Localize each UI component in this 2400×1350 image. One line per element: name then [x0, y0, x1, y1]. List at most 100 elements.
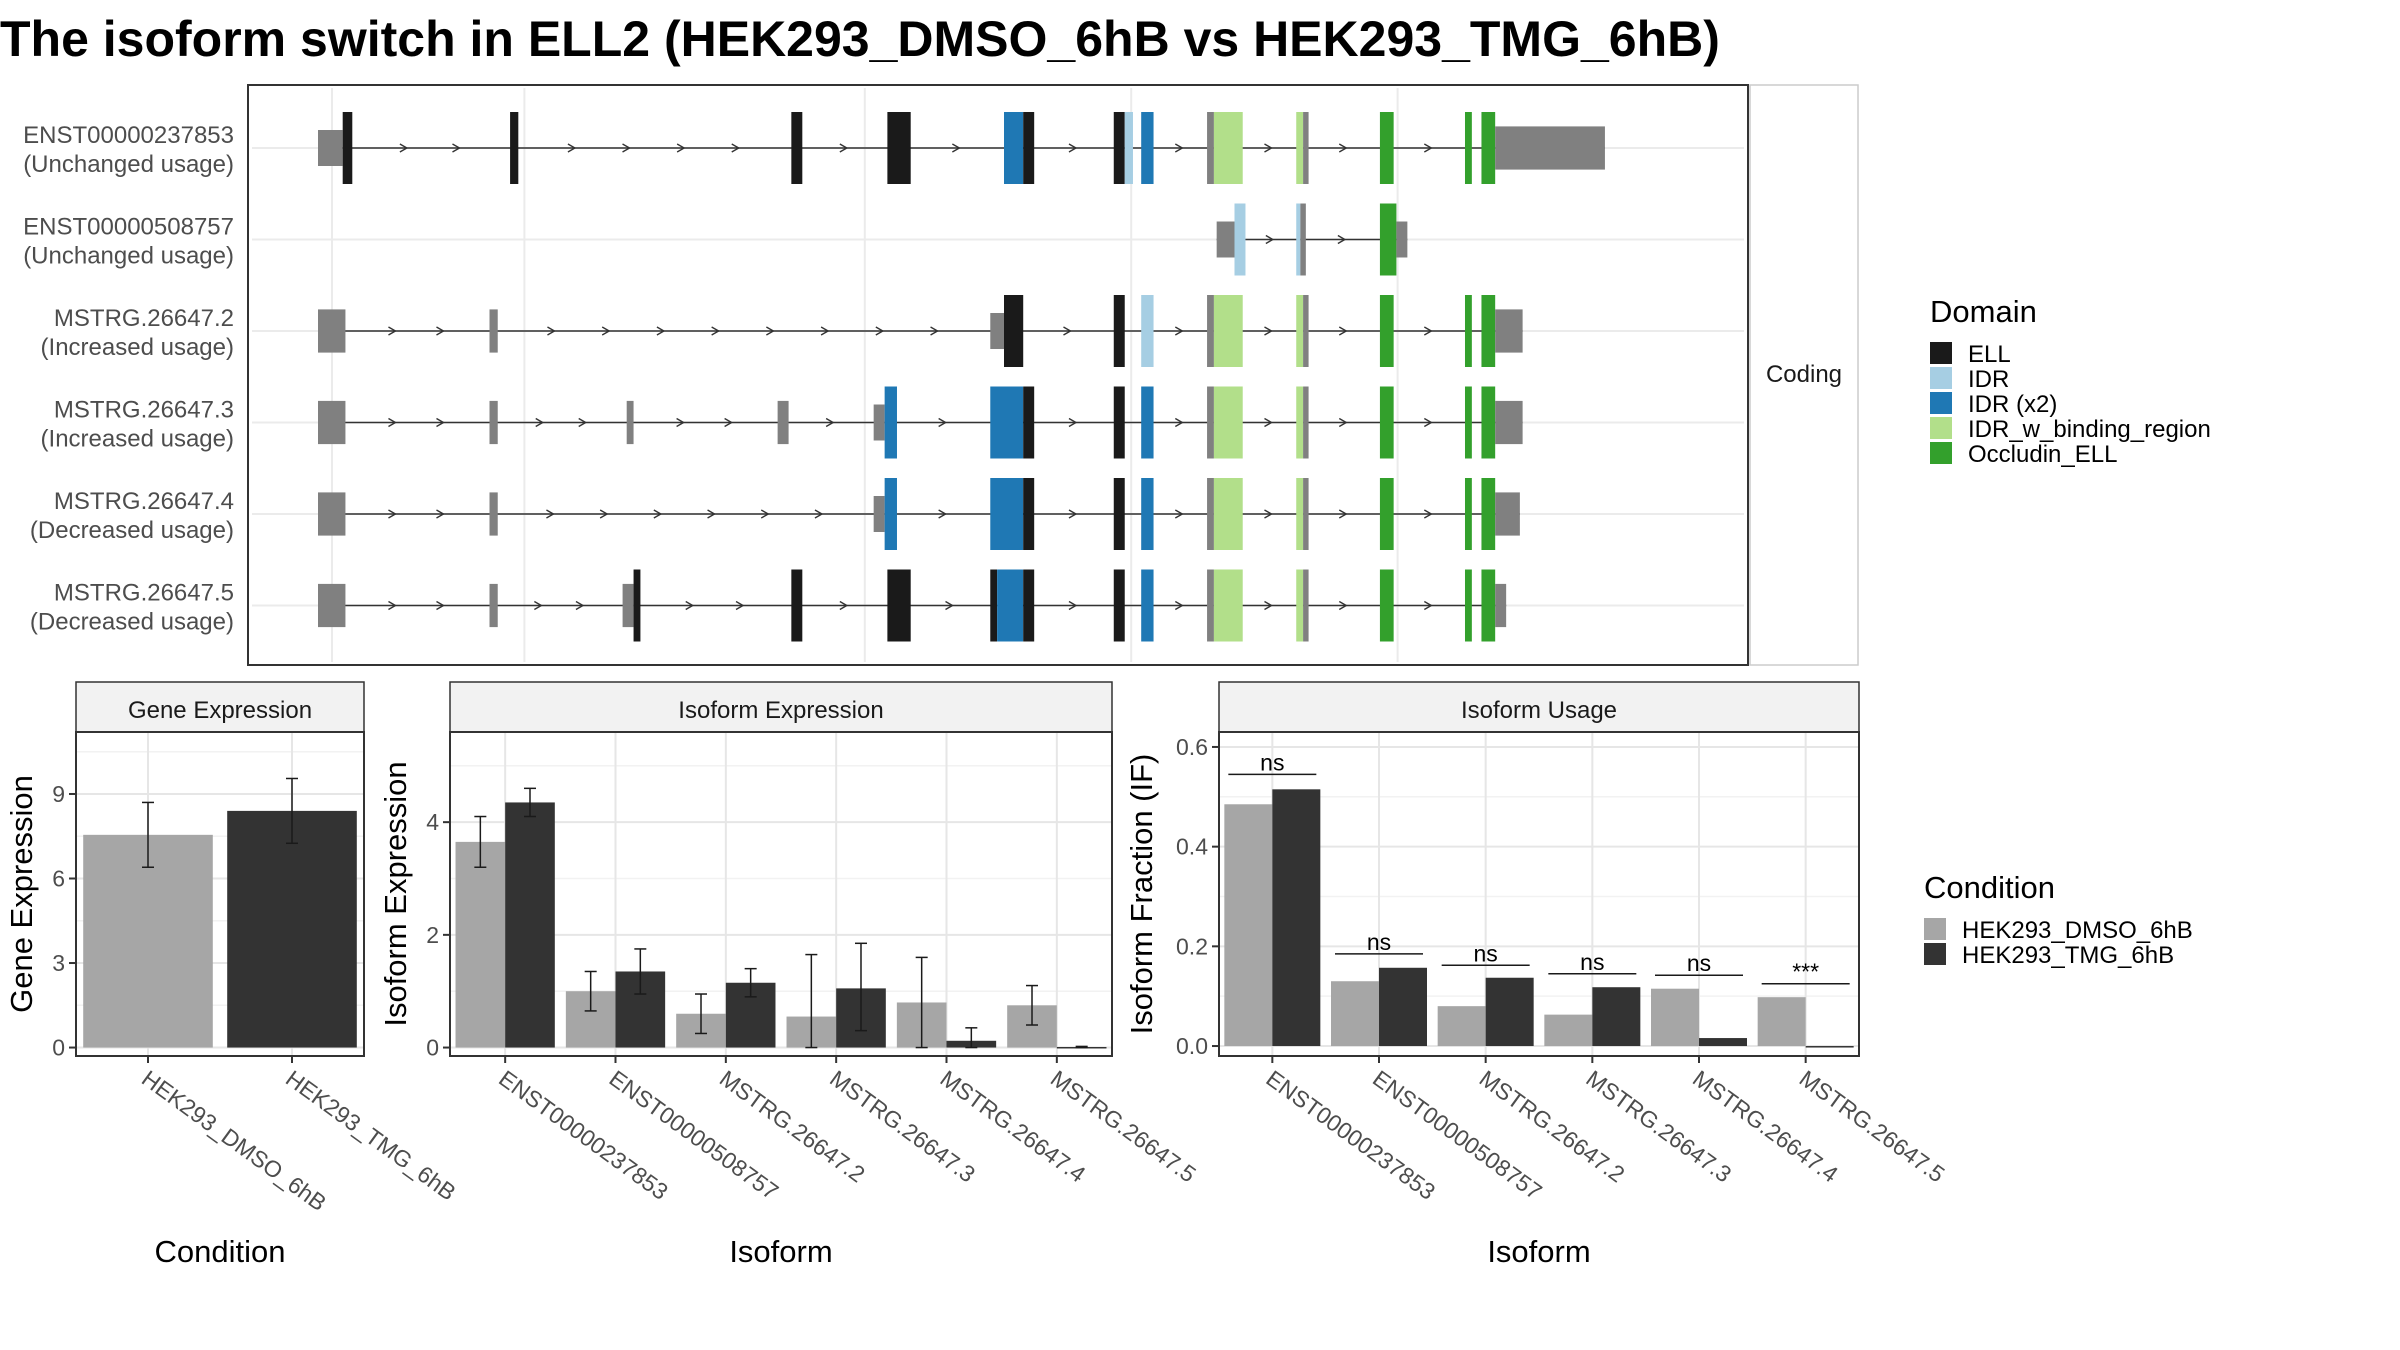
isoform-usage-y-tick-label: 0.2 — [1176, 933, 1208, 959]
exon-block — [990, 386, 1024, 459]
isoform-expression-strip — [449, 681, 1113, 733]
intron-arrow — [1423, 326, 1433, 336]
domain-legend-swatch — [1930, 417, 1952, 439]
transcript-usage-label: (Increased usage) — [41, 334, 234, 361]
gene-expression-x-title: Condition — [155, 1234, 286, 1269]
isoform-usage-bar — [1437, 1006, 1486, 1047]
exon-block — [1207, 569, 1214, 642]
exon-block — [1464, 295, 1472, 367]
intron-arrow — [534, 600, 543, 611]
domain-legend-label: IDR (x2) — [1968, 391, 2057, 418]
domain-legend-label: IDR — [1968, 366, 2009, 393]
exon-block — [887, 112, 911, 184]
isoform-usage-significance-label: *** — [1792, 959, 1819, 985]
intron-arrow — [825, 417, 835, 428]
exon-block — [633, 569, 641, 642]
isoform-expression-x-title: Isoform — [729, 1234, 832, 1269]
domain-legend-label: IDR_w_binding_region — [1968, 416, 2211, 443]
gene-expression-strip — [75, 681, 365, 733]
exon-block — [1379, 478, 1394, 550]
intron-arrow — [622, 143, 631, 153]
intron-arrow — [814, 509, 824, 519]
intron-arrow — [1423, 143, 1433, 153]
exon-block — [318, 400, 346, 445]
transcript-row: ENST00000508757(Unchanged usage) — [23, 203, 1408, 276]
exon-block — [1234, 203, 1246, 276]
exon-block — [884, 386, 897, 459]
transcript-label: ENST00000508757 — [23, 214, 234, 241]
intron-arrow — [1265, 234, 1275, 245]
gene-expression-bar — [83, 834, 213, 1048]
exon-block — [1379, 295, 1394, 367]
intron-arrow — [436, 326, 445, 336]
gene-expression-y-tick-label: 9 — [52, 781, 65, 807]
transcript-row: MSTRG.26647.2(Increased usage) — [41, 295, 1523, 367]
isoform-usage-bar — [1379, 967, 1427, 1047]
transcript-row: MSTRG.26647.5(Decreased usage) — [30, 569, 1507, 642]
intron-arrow — [388, 326, 397, 336]
isoform-usage-significance-label: ns — [1580, 949, 1604, 975]
intron-arrow — [399, 143, 409, 153]
exon-block — [1296, 112, 1304, 184]
exon-block — [1303, 386, 1309, 459]
isoform-expression-bar — [505, 802, 555, 1048]
exon-block — [1303, 112, 1309, 184]
intron-arrow — [1337, 234, 1347, 245]
exon-block — [1495, 309, 1523, 353]
intron-arrow — [875, 326, 885, 336]
transcript-label: MSTRG.26647.4 — [54, 488, 234, 515]
exon-block — [1296, 478, 1304, 550]
intron-arrow — [1264, 509, 1273, 519]
isoform-usage-y-title: Isoform Fraction (IF) — [1124, 754, 1159, 1035]
intron-arrow — [1338, 143, 1348, 153]
exon-block — [1296, 386, 1304, 459]
gene-expression-bar — [227, 810, 357, 1048]
transcript-row: MSTRG.26647.4(Decreased usage) — [30, 478, 1520, 550]
exon-block — [1300, 203, 1306, 276]
intron-arrow — [1174, 326, 1184, 336]
condition-legend-label: HEK293_DMSO_6hB — [1962, 917, 2193, 944]
intron-arrow — [1264, 143, 1273, 153]
exon-block — [1495, 583, 1507, 628]
intron-arrow — [766, 326, 775, 336]
exon-block — [1495, 126, 1605, 170]
intron-arrow — [1423, 509, 1433, 519]
exon-block — [1481, 112, 1496, 184]
exon-block — [990, 313, 1004, 349]
exon-block — [1113, 112, 1125, 184]
exon-block — [873, 496, 885, 532]
exon-block — [990, 569, 998, 642]
exon-block — [884, 478, 897, 550]
intron-arrow — [1264, 417, 1273, 428]
intron-arrow — [535, 417, 545, 428]
exon-block — [1141, 569, 1154, 642]
isoform-usage-y-tick-label: 0.0 — [1176, 1033, 1208, 1059]
intron-arrow — [711, 326, 721, 336]
transcript-usage-label: (Decreased usage) — [30, 517, 234, 544]
exon-block — [1113, 478, 1125, 550]
exon-block — [1296, 569, 1304, 642]
intron-arrow — [1174, 143, 1184, 153]
exon-block — [1141, 295, 1154, 367]
condition-legend-title: Condition — [1924, 870, 2055, 905]
exon-block — [1213, 112, 1243, 184]
exon-block — [342, 112, 353, 184]
exon-block — [1464, 569, 1472, 642]
exon-block — [873, 404, 885, 441]
domain-legend-swatch — [1930, 342, 1952, 364]
exon-block — [1481, 478, 1496, 550]
domain-legend-swatch — [1930, 367, 1952, 389]
intron-arrow — [1174, 509, 1184, 519]
intron-arrow — [676, 143, 686, 153]
intron-arrow — [820, 326, 830, 336]
exon-block — [1213, 569, 1243, 642]
exon-block — [1213, 386, 1243, 459]
exon-block — [510, 112, 519, 184]
structure-panel-border — [247, 84, 1749, 666]
intron-arrow — [388, 417, 397, 428]
exon-block — [1379, 203, 1397, 276]
intron-arrow — [1338, 509, 1348, 519]
intron-arrow — [601, 326, 611, 336]
